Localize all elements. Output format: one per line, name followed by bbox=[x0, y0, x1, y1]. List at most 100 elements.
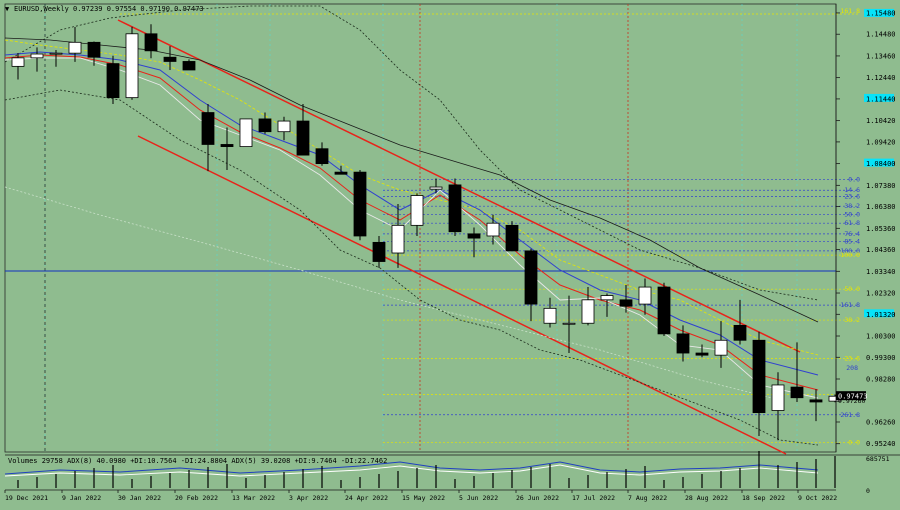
candle-body bbox=[524, 250, 538, 305]
fib-level-label: 50.0 bbox=[844, 211, 860, 219]
header-ohlc: 0.97239 0.97554 0.97190 0.97473 bbox=[73, 5, 204, 13]
time-tick-label: 9 Oct 2022 bbox=[798, 494, 837, 502]
candle-body bbox=[562, 322, 576, 325]
fib-level-label: 0.0 bbox=[848, 438, 860, 446]
price-tick-label: 1.02320 bbox=[866, 290, 896, 298]
fib-top-label: 161.8 bbox=[840, 7, 860, 15]
candle-body bbox=[600, 295, 614, 301]
candle-body bbox=[201, 112, 215, 145]
candle-body bbox=[790, 386, 804, 399]
time-tick-label: 20 Feb 2022 bbox=[175, 494, 218, 502]
fib-level-label: 100.0 bbox=[840, 247, 860, 255]
price-tick-label: 1.04360 bbox=[866, 246, 896, 254]
channel-lower-line bbox=[137, 135, 787, 455]
time-tick-label: 17 Jul 2022 bbox=[572, 494, 615, 502]
candle-body bbox=[144, 33, 158, 52]
candle-body bbox=[239, 118, 253, 147]
price-tick-label: 1.09420 bbox=[866, 138, 896, 146]
fib-blue-note: 208 bbox=[846, 364, 858, 372]
price-tick-label: 0.96260 bbox=[866, 418, 896, 426]
indicator-level-bottom: 0 bbox=[866, 487, 870, 495]
candle-body bbox=[353, 171, 367, 237]
indicator-label: Volumes 29758 ADX(8) 40.0980 +DI:10.7564… bbox=[8, 457, 387, 465]
price-highlight-box bbox=[864, 309, 894, 318]
current-price-2-label: 0.97260 bbox=[838, 397, 865, 405]
candle-body bbox=[182, 61, 196, 71]
candle-body bbox=[505, 224, 519, 252]
price-tick-label-highlight: 1.15480 bbox=[866, 9, 896, 17]
price-tick-label: 1.12440 bbox=[866, 74, 896, 82]
price-tick-label: 1.00300 bbox=[866, 333, 896, 341]
price-highlight-box bbox=[864, 8, 894, 17]
time-tick-label: 15 May 2022 bbox=[402, 494, 445, 502]
fib-level-label: 38.2 bbox=[844, 316, 860, 324]
candle-body bbox=[486, 222, 500, 237]
fib-level-label: 76.4 bbox=[844, 230, 860, 238]
candle-body bbox=[125, 33, 139, 99]
candle-body bbox=[220, 144, 234, 147]
time-tick-label: 24 Apr 2022 bbox=[345, 494, 388, 502]
fib-level-label: 61.8 bbox=[844, 219, 860, 227]
candle-body bbox=[391, 224, 405, 254]
candle-body bbox=[68, 41, 82, 54]
candle-body bbox=[448, 184, 462, 233]
fib-level-label: 0.0 bbox=[848, 176, 860, 184]
price-tick-label: 1.13460 bbox=[866, 52, 896, 60]
candle-body bbox=[296, 120, 310, 156]
candle-body bbox=[429, 186, 443, 190]
adx-white-line bbox=[4, 464, 819, 477]
candle-body bbox=[30, 53, 44, 59]
time-tick-label: 13 Mar 2022 bbox=[232, 494, 275, 502]
candle-body bbox=[581, 299, 595, 324]
candle-body bbox=[543, 307, 557, 324]
header-arrow: ▼ bbox=[5, 5, 10, 13]
lower-band-line bbox=[4, 89, 819, 446]
candle-body bbox=[87, 41, 101, 58]
candle-body bbox=[315, 148, 329, 165]
current-price-box bbox=[836, 391, 866, 401]
price-tick-label: 0.98280 bbox=[866, 376, 896, 384]
candle-body bbox=[277, 120, 291, 133]
fib-level-label: 85.4 bbox=[844, 237, 860, 245]
time-tick-label: 26 Jun 2022 bbox=[516, 494, 559, 502]
time-tick-label: 18 Sep 2022 bbox=[742, 494, 785, 502]
indicator-level-top: 685751 bbox=[866, 455, 890, 463]
fib-level-label: 161.8 bbox=[840, 301, 860, 309]
candle-body bbox=[752, 339, 766, 414]
price-highlight-box bbox=[864, 158, 894, 167]
candle-body bbox=[619, 299, 633, 307]
candle-body bbox=[657, 286, 671, 335]
price-tick-label: 1.03340 bbox=[866, 268, 896, 276]
candle-body bbox=[11, 57, 25, 67]
candle-body bbox=[771, 384, 785, 411]
candle-body bbox=[467, 233, 481, 239]
time-tick-label: 7 Aug 2022 bbox=[628, 494, 667, 502]
candle-body bbox=[809, 399, 823, 403]
price-tick-label: 1.06380 bbox=[866, 203, 896, 211]
price-tick-label: 1.14480 bbox=[866, 31, 896, 39]
price-tick-label-highlight: 1.08400 bbox=[866, 160, 896, 168]
time-tick-label: 3 Apr 2022 bbox=[289, 494, 328, 502]
header-symbol: EURUSD,Weekly bbox=[14, 5, 69, 13]
time-tick-label: 19 Dec 2021 bbox=[5, 494, 48, 502]
price-tick-label: 1.07380 bbox=[866, 182, 896, 190]
white-dotted-line bbox=[4, 186, 781, 401]
candle-body bbox=[49, 52, 63, 55]
price-tick-label-highlight: 1.11440 bbox=[866, 95, 896, 103]
time-tick-label: 28 Aug 2022 bbox=[685, 494, 728, 502]
adx-blue-line bbox=[4, 461, 819, 475]
candle-body bbox=[695, 352, 709, 356]
time-tick-label: 9 Jan 2022 bbox=[62, 494, 101, 502]
price-highlight-box bbox=[864, 93, 894, 102]
price-tick-label: 0.95240 bbox=[866, 440, 896, 448]
time-tick-label: 30 Jan 2022 bbox=[118, 494, 161, 502]
fib-level-label: 23.6 bbox=[844, 354, 860, 362]
candle-body bbox=[372, 241, 386, 262]
candle-body bbox=[638, 286, 652, 305]
candle-body bbox=[714, 339, 728, 356]
fib-level-label: 100.0 bbox=[840, 251, 860, 259]
price-tick-label-highlight: 1.01320 bbox=[866, 311, 896, 319]
